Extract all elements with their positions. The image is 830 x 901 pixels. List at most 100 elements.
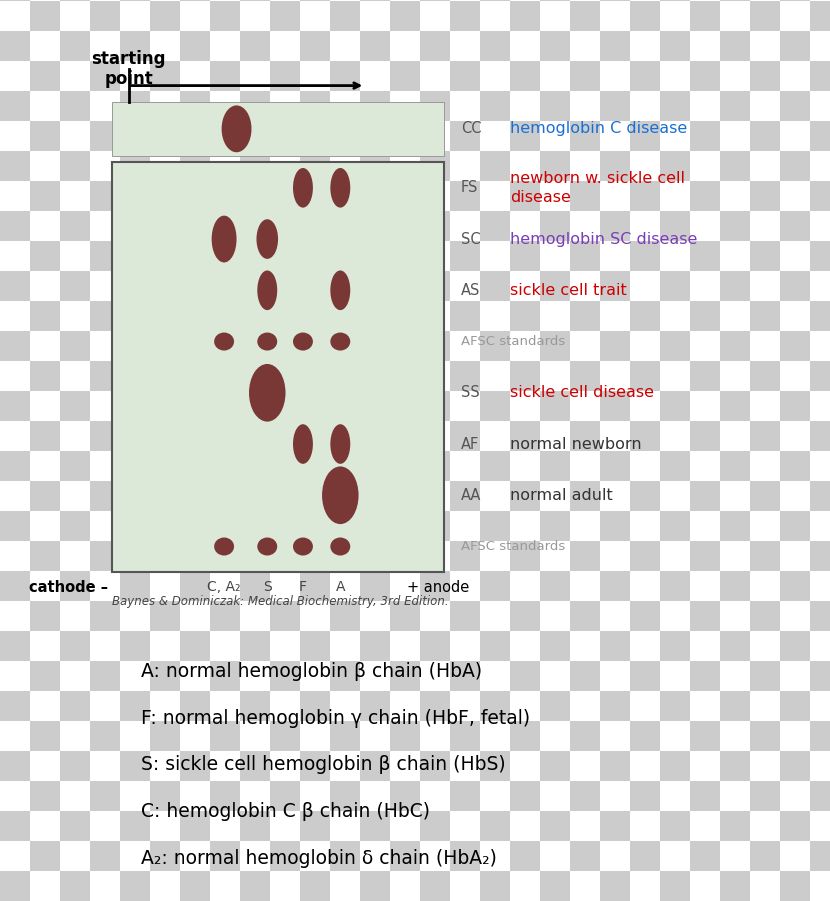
Bar bbox=[180, 841, 210, 871]
Bar bbox=[120, 91, 150, 121]
Bar bbox=[420, 121, 450, 151]
Bar bbox=[720, 331, 750, 361]
Bar bbox=[540, 661, 570, 691]
Text: AS: AS bbox=[461, 283, 480, 298]
Bar bbox=[540, 301, 570, 331]
Bar bbox=[270, 241, 300, 271]
Bar bbox=[420, 331, 450, 361]
Bar bbox=[180, 391, 210, 421]
Bar bbox=[630, 811, 660, 841]
Bar bbox=[120, 451, 150, 481]
Ellipse shape bbox=[256, 219, 278, 259]
Bar bbox=[240, 721, 270, 751]
Bar bbox=[810, 601, 830, 631]
Bar bbox=[720, 301, 750, 331]
Bar bbox=[120, 301, 150, 331]
Bar bbox=[210, 301, 240, 331]
Bar bbox=[60, 781, 90, 811]
Bar bbox=[150, 121, 180, 151]
Bar bbox=[720, 0, 750, 1]
Bar bbox=[180, 511, 210, 541]
Text: A: normal hemoglobin β chain (HbA): A: normal hemoglobin β chain (HbA) bbox=[141, 661, 482, 681]
Bar bbox=[720, 691, 750, 721]
Bar bbox=[240, 61, 270, 91]
Bar bbox=[300, 361, 330, 391]
Bar bbox=[390, 211, 420, 241]
Bar bbox=[780, 481, 810, 511]
Bar bbox=[0, 181, 30, 211]
Bar bbox=[660, 451, 690, 481]
Bar bbox=[720, 271, 750, 301]
Bar bbox=[60, 451, 90, 481]
Ellipse shape bbox=[293, 424, 313, 464]
Bar bbox=[750, 151, 780, 181]
Bar bbox=[600, 511, 630, 541]
Bar bbox=[300, 0, 330, 1]
Bar bbox=[780, 661, 810, 691]
Bar bbox=[750, 871, 780, 901]
Bar bbox=[60, 211, 90, 241]
Bar bbox=[60, 541, 90, 571]
Bar bbox=[210, 661, 240, 691]
Bar bbox=[240, 31, 270, 61]
Bar bbox=[630, 601, 660, 631]
Bar bbox=[600, 301, 630, 331]
Bar bbox=[780, 1, 810, 31]
Bar bbox=[660, 61, 690, 91]
Bar bbox=[510, 811, 540, 841]
Bar bbox=[60, 841, 90, 871]
Text: SC: SC bbox=[461, 232, 481, 247]
Bar bbox=[510, 751, 540, 781]
Bar bbox=[720, 481, 750, 511]
Bar bbox=[750, 541, 780, 571]
Bar bbox=[0, 151, 30, 181]
Bar bbox=[480, 61, 510, 91]
Bar bbox=[810, 661, 830, 691]
Bar bbox=[510, 511, 540, 541]
Bar bbox=[810, 391, 830, 421]
Bar bbox=[450, 1, 480, 31]
Bar bbox=[690, 301, 720, 331]
Bar bbox=[630, 0, 660, 1]
Bar bbox=[0, 0, 30, 1]
Bar bbox=[660, 241, 690, 271]
Bar bbox=[720, 421, 750, 451]
Bar bbox=[510, 451, 540, 481]
Bar bbox=[690, 871, 720, 901]
Bar bbox=[330, 391, 360, 421]
Bar bbox=[120, 211, 150, 241]
Bar bbox=[420, 781, 450, 811]
Bar bbox=[600, 331, 630, 361]
Text: sickle cell disease: sickle cell disease bbox=[510, 386, 654, 400]
Bar bbox=[540, 841, 570, 871]
Bar bbox=[480, 181, 510, 211]
Bar bbox=[480, 511, 510, 541]
Bar bbox=[660, 721, 690, 751]
Bar bbox=[30, 511, 60, 541]
Bar bbox=[180, 451, 210, 481]
Bar bbox=[150, 331, 180, 361]
Bar bbox=[570, 61, 600, 91]
Bar bbox=[780, 421, 810, 451]
Bar bbox=[150, 421, 180, 451]
Bar bbox=[630, 211, 660, 241]
Bar bbox=[360, 631, 390, 661]
Bar bbox=[600, 781, 630, 811]
Bar bbox=[0, 511, 30, 541]
Bar bbox=[120, 271, 150, 301]
Bar bbox=[0, 1, 30, 31]
Bar bbox=[690, 331, 720, 361]
Bar bbox=[780, 391, 810, 421]
Bar bbox=[510, 211, 540, 241]
Bar bbox=[60, 0, 90, 1]
Bar bbox=[480, 601, 510, 631]
Bar bbox=[90, 841, 120, 871]
Bar bbox=[60, 361, 90, 391]
Bar bbox=[60, 511, 90, 541]
Bar bbox=[420, 481, 450, 511]
Text: C: hemoglobin C β chain (HbC): C: hemoglobin C β chain (HbC) bbox=[141, 802, 430, 822]
Bar bbox=[690, 181, 720, 211]
Bar bbox=[810, 541, 830, 571]
Bar bbox=[720, 91, 750, 121]
Ellipse shape bbox=[257, 332, 277, 350]
